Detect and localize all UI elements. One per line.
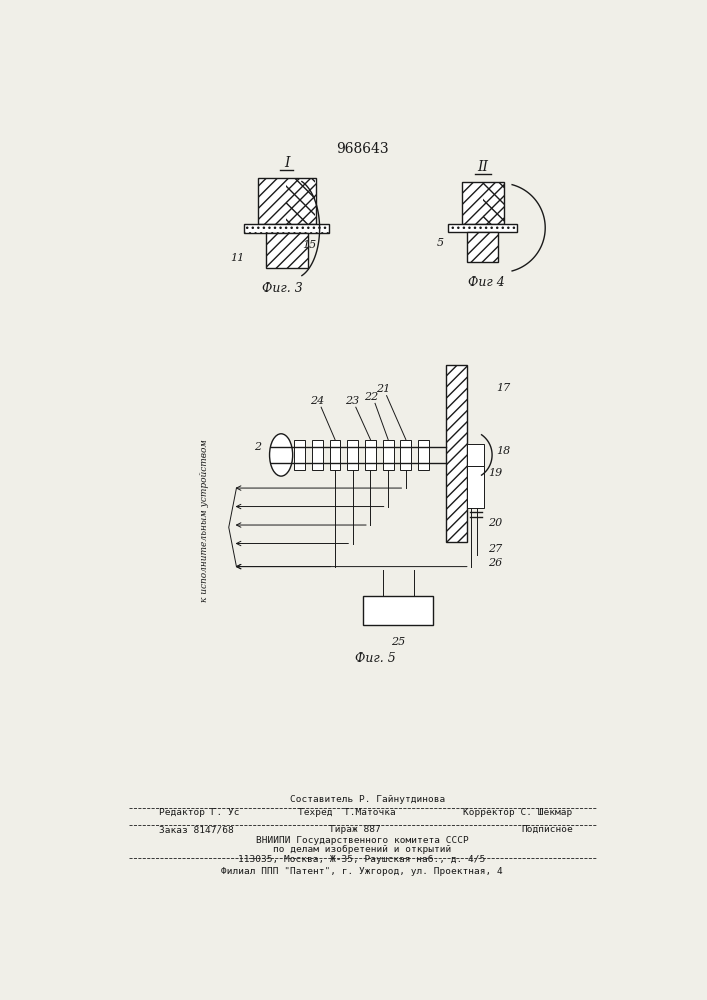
Bar <box>244 224 329 233</box>
Bar <box>400 440 411 470</box>
Text: 18: 18 <box>496 446 510 456</box>
Text: 24: 24 <box>310 396 325 406</box>
Bar <box>266 233 308 268</box>
Bar <box>448 224 518 232</box>
Bar <box>446 365 467 542</box>
Text: Фиг. 3: Фиг. 3 <box>262 282 303 295</box>
Bar <box>483 182 503 224</box>
Bar <box>418 440 429 470</box>
Bar <box>467 232 498 262</box>
Text: Составитель Р. Гайнутдинова: Составитель Р. Гайнутдинова <box>290 795 445 804</box>
Bar <box>244 224 329 233</box>
Text: Корректор С. Шекмар: Корректор С. Шекмар <box>463 808 572 817</box>
Bar <box>286 178 315 224</box>
Text: 25: 25 <box>391 637 405 647</box>
Bar <box>266 233 308 268</box>
Bar <box>363 596 433 625</box>
Text: 17: 17 <box>496 383 510 393</box>
Bar <box>462 182 504 224</box>
Text: II: II <box>477 160 489 174</box>
Bar <box>382 440 394 470</box>
Text: Филиал ППП "Патент", г. Ужгород, ул. Проектная, 4: Филиал ППП "Патент", г. Ужгород, ул. Про… <box>221 867 503 876</box>
Text: Подписное: Подписное <box>521 825 573 834</box>
Bar <box>294 440 305 470</box>
Text: по делам изобретений и открытий: по делам изобретений и открытий <box>273 845 451 854</box>
Text: 11: 11 <box>230 253 244 263</box>
Text: 5: 5 <box>437 238 444 248</box>
Ellipse shape <box>269 434 293 476</box>
Text: Фиг 4: Фиг 4 <box>468 276 505 289</box>
Text: Фиг. 5: Фиг. 5 <box>355 652 395 665</box>
Bar <box>483 182 503 224</box>
Text: 113035, Москва, Ж-35, Раушская наб., д. 4/5: 113035, Москва, Ж-35, Раушская наб., д. … <box>238 855 486 864</box>
Bar <box>467 444 484 466</box>
Text: 26: 26 <box>489 558 503 568</box>
Text: 15: 15 <box>302 240 316 250</box>
Bar <box>446 365 467 542</box>
Bar <box>258 178 316 224</box>
Bar <box>347 440 358 470</box>
Text: 22: 22 <box>364 392 378 402</box>
Bar <box>329 440 340 470</box>
Text: Тираж 887: Тираж 887 <box>329 825 380 834</box>
Text: 19: 19 <box>489 468 503 478</box>
Text: 21: 21 <box>375 384 390 394</box>
Text: 27: 27 <box>489 544 503 554</box>
Bar <box>365 440 376 470</box>
Text: Заказ 8147/68: Заказ 8147/68 <box>160 825 234 834</box>
Text: 20: 20 <box>489 518 503 528</box>
Bar <box>258 178 316 224</box>
Text: I: I <box>284 156 289 170</box>
Bar <box>467 466 484 508</box>
Bar <box>448 224 518 232</box>
Text: 23: 23 <box>345 396 359 406</box>
Text: 968643: 968643 <box>336 142 388 156</box>
Text: ВНИИПИ Государственного комитета СССР: ВНИИПИ Государственного комитета СССР <box>255 836 468 845</box>
Text: 2: 2 <box>255 442 262 452</box>
Bar <box>467 232 498 262</box>
Text: Редактор Г. Ус: Редактор Г. Ус <box>160 808 240 817</box>
Bar <box>286 178 315 224</box>
Bar <box>312 440 322 470</box>
Bar <box>462 182 504 224</box>
Text: к исполнительным устройством: к исполнительным устройством <box>199 439 209 602</box>
Text: Техред  Т.Маточка: Техред Т.Маточка <box>298 808 396 817</box>
